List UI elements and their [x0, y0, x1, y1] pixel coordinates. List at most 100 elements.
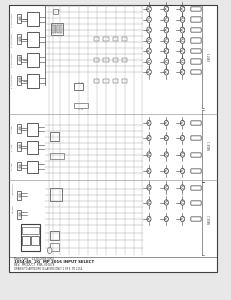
Bar [191, 217, 201, 221]
Bar [191, 59, 201, 64]
Circle shape [147, 58, 151, 64]
Bar [191, 121, 201, 125]
Circle shape [147, 48, 151, 54]
Text: 2. CH PHONO: 2. CH PHONO [12, 32, 13, 47]
Text: PAGE 1: PAGE 1 [208, 141, 212, 150]
Circle shape [147, 120, 151, 126]
Circle shape [180, 16, 185, 22]
Circle shape [180, 185, 185, 190]
Bar [94, 79, 99, 83]
Circle shape [147, 69, 151, 75]
Bar [191, 49, 201, 53]
Circle shape [164, 185, 168, 190]
Circle shape [164, 152, 168, 157]
Bar [50, 231, 59, 240]
Bar [19, 37, 21, 40]
Bar [57, 25, 59, 33]
Bar [191, 169, 201, 173]
Bar [27, 74, 39, 88]
Circle shape [147, 216, 151, 222]
Bar [122, 58, 127, 62]
Circle shape [164, 168, 168, 174]
Bar [191, 186, 201, 190]
Bar [191, 121, 201, 125]
Bar [17, 190, 21, 200]
Bar [51, 23, 63, 34]
Text: DRAWN TO ARTWORK IN LAYERS ONLY 1 OF 6  TR 2154: DRAWN TO ARTWORK IN LAYERS ONLY 1 OF 6 T… [14, 266, 82, 271]
Circle shape [147, 135, 151, 141]
Bar [191, 70, 201, 74]
Text: IC 18: IC 18 [78, 109, 83, 110]
Bar [191, 169, 201, 173]
Bar [191, 136, 201, 140]
Bar [191, 7, 201, 11]
Bar [191, 201, 201, 205]
Circle shape [180, 216, 185, 222]
Bar [27, 12, 39, 26]
Circle shape [164, 6, 169, 12]
Bar [191, 28, 201, 32]
Bar [191, 17, 201, 22]
Bar [53, 9, 58, 14]
Bar [50, 243, 59, 250]
Circle shape [164, 48, 169, 54]
Bar [50, 188, 62, 201]
Bar [191, 201, 201, 205]
Text: 4. CH PHONO: 4. CH PHONO [12, 74, 13, 88]
Circle shape [164, 16, 169, 22]
Circle shape [180, 120, 185, 126]
Bar [94, 58, 99, 62]
Text: 2. LINE: 2. LINE [12, 143, 13, 151]
Text: IC 13: IC 13 [78, 82, 83, 83]
Text: C3: C3 [58, 10, 61, 11]
Bar [27, 141, 38, 154]
Circle shape [147, 200, 151, 205]
Bar [17, 142, 21, 151]
Text: MASTER: MASTER [12, 204, 13, 213]
Circle shape [180, 69, 185, 75]
Bar [191, 217, 201, 221]
Bar [17, 55, 21, 64]
Bar [191, 49, 201, 53]
Bar [103, 37, 109, 41]
Circle shape [180, 58, 185, 64]
Text: 3. LINE: 3. LINE [12, 163, 13, 170]
Bar [21, 224, 40, 250]
Circle shape [147, 168, 151, 174]
Bar [17, 162, 21, 170]
Bar [60, 25, 62, 33]
Bar [191, 28, 201, 32]
Text: PAGE 2: PAGE 2 [208, 214, 212, 224]
Bar [191, 169, 201, 173]
Text: 1. CH PHONO: 1. CH PHONO [12, 12, 13, 27]
Bar [191, 59, 201, 64]
Circle shape [164, 135, 168, 141]
Circle shape [147, 6, 151, 12]
Bar [27, 160, 38, 173]
Bar [191, 28, 201, 32]
Bar [31, 236, 39, 244]
Circle shape [180, 200, 185, 205]
Circle shape [164, 200, 168, 205]
Bar [19, 57, 21, 61]
Bar [103, 58, 109, 62]
Bar [19, 78, 21, 82]
Circle shape [164, 120, 168, 126]
Text: 3. CH PHONO: 3. CH PHONO [12, 53, 13, 67]
Bar [191, 59, 201, 64]
Bar [19, 127, 21, 130]
Bar [122, 79, 127, 83]
Bar [27, 123, 38, 136]
Text: IN/OUTPUTS: IN/OUTPUTS [12, 183, 14, 195]
Circle shape [47, 248, 52, 254]
Circle shape [147, 38, 151, 44]
Bar [191, 153, 201, 157]
Bar [191, 121, 201, 125]
Bar [17, 14, 21, 23]
Bar [74, 82, 83, 90]
Bar [52, 25, 54, 33]
Bar [122, 37, 127, 41]
Bar [191, 136, 201, 140]
Circle shape [180, 27, 185, 33]
Circle shape [147, 152, 151, 157]
